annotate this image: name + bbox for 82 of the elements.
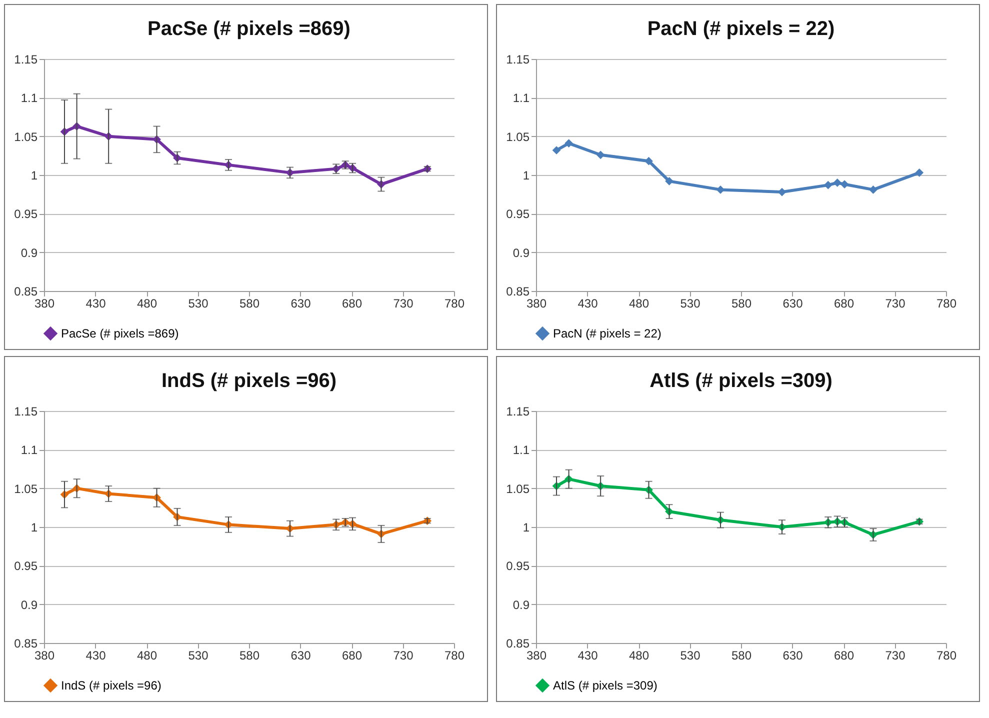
x-tick-label: 680: [342, 296, 362, 310]
y-tick-label: 1: [522, 520, 530, 534]
y-tick-label: 0.85: [506, 636, 530, 650]
x-tick-label: 430: [86, 296, 106, 310]
x-tick-label: 730: [393, 296, 414, 310]
x-tick-label: 780: [444, 648, 465, 662]
x-tick-label: 530: [680, 296, 701, 310]
point: [833, 178, 842, 187]
chart-title: AtlS (# pixels =309): [650, 370, 832, 392]
x-tick-label: 580: [239, 296, 260, 310]
x-tick-label: 730: [393, 648, 414, 662]
x-tick-label: 480: [628, 648, 650, 662]
point: [665, 177, 674, 186]
legend-label: AtlS (# pixels =309): [553, 678, 658, 692]
y-tick-label: 0.9: [20, 598, 38, 612]
x-tick-label: 780: [936, 296, 957, 310]
y-tick-label: 1.15: [506, 52, 530, 66]
y-tick-label: 1.05: [506, 482, 530, 496]
x-tick-label: 680: [342, 648, 362, 662]
x-tick-label: 380: [34, 296, 55, 310]
x-tick-label: 630: [290, 648, 312, 662]
x-tick-label: 730: [885, 648, 906, 662]
y-tick-label: 0.95: [14, 207, 38, 222]
x-tick-label: 480: [628, 296, 650, 310]
y-tick-label: 1.05: [14, 482, 38, 496]
point: [824, 180, 832, 190]
y-tick-label: 0.9: [20, 246, 38, 260]
y-tick-label: 0.9: [512, 246, 530, 260]
x-tick-label: 480: [136, 296, 158, 310]
chart-title: IndS (# pixels =96): [161, 370, 337, 392]
y-tick-label: 1.15: [14, 52, 38, 66]
y-tick-label: 1.1: [512, 91, 530, 106]
point: [552, 146, 561, 154]
legend-label: PacN (# pixels = 22): [553, 326, 662, 340]
x-tick-label: 430: [578, 648, 598, 662]
y-tick-label: 1.05: [14, 130, 38, 144]
point: [869, 186, 878, 194]
y-tick-label: 0.95: [14, 559, 38, 574]
point: [840, 180, 849, 188]
x-tick-label: 630: [782, 648, 804, 662]
y-tick-label: 1.15: [506, 404, 530, 418]
x-tick-label: 530: [188, 648, 209, 662]
point: [564, 139, 573, 148]
x-tick-label: 630: [782, 296, 804, 310]
y-tick-label: 1.15: [14, 404, 38, 418]
point: [596, 150, 605, 160]
x-tick-label: 730: [885, 296, 906, 310]
y-tick-label: 0.9: [512, 598, 530, 612]
y-tick-label: 1.1: [20, 443, 38, 458]
y-tick-label: 1.05: [506, 130, 530, 144]
x-tick-label: 480: [136, 648, 158, 662]
x-tick-label: 430: [86, 648, 106, 662]
chart-title: PacSe (# pixels =869): [148, 18, 350, 40]
x-tick-label: 430: [578, 296, 598, 310]
y-tick-label: 0.85: [506, 284, 530, 298]
y-tick-label: 0.85: [14, 284, 38, 298]
x-tick-label: 580: [239, 648, 260, 662]
y-tick-label: 1.1: [512, 443, 530, 458]
x-tick-label: 580: [731, 648, 752, 662]
x-tick-label: 680: [834, 648, 854, 662]
legend-label: IndS (# pixels =96): [61, 678, 162, 692]
x-tick-label: 530: [680, 648, 701, 662]
x-tick-label: 380: [34, 648, 55, 662]
x-tick-label: 630: [290, 296, 312, 310]
x-tick-label: 380: [526, 648, 547, 662]
x-tick-label: 580: [731, 296, 752, 310]
x-tick-label: 530: [188, 296, 209, 310]
chart-title: PacN (# pixels = 22): [647, 18, 835, 40]
y-tick-label: 1: [522, 168, 530, 182]
point: [644, 156, 653, 166]
y-tick-label: 1: [30, 520, 38, 534]
point: [915, 168, 924, 177]
x-tick-label: 380: [526, 296, 547, 310]
x-tick-label: 680: [834, 296, 854, 310]
y-tick-label: 1: [30, 168, 38, 182]
y-tick-label: 1.1: [20, 91, 38, 106]
y-tick-label: 0.95: [506, 207, 530, 222]
x-tick-label: 780: [936, 648, 957, 662]
y-tick-label: 0.95: [506, 559, 530, 574]
y-tick-label: 0.85: [14, 636, 38, 650]
legend-label: PacSe (# pixels =869): [61, 326, 179, 340]
x-tick-label: 780: [444, 296, 465, 310]
